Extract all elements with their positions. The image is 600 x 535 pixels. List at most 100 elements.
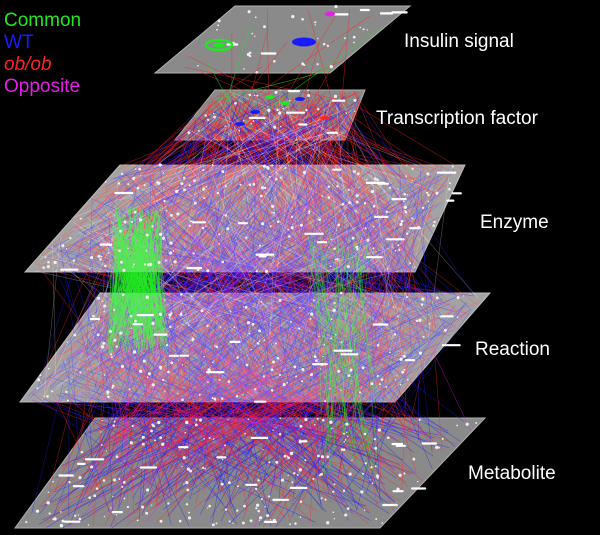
node-tf [331,99,346,102]
node-insulin [217,24,220,27]
node-metabolite [185,481,189,485]
node-reaction [441,344,461,347]
node-tf [287,90,300,93]
edge-enzyme-reaction [317,242,403,307]
edge-enzyme-reaction [204,255,233,385]
edge-enzyme-reaction [152,245,184,396]
node-enzyme [427,193,430,197]
node-tf [273,125,277,129]
node-metabolite [159,519,163,523]
node-enzyme [385,238,388,241]
edge-reaction-metabolite [83,352,317,467]
node-reaction [420,303,424,306]
node-reaction [147,372,152,376]
node-metabolite [118,478,121,480]
node-enzyme [114,191,134,195]
node-reaction [229,340,241,343]
node-enzyme [196,268,200,271]
node-reaction [170,361,174,365]
node-tf [353,98,357,102]
node-metabolite [236,509,239,512]
node-reaction [404,359,416,362]
edge-enzyme-reaction [118,176,270,342]
node-metabolite [347,435,349,438]
edge-enzyme-reaction [345,224,364,341]
edge-tf-enzyme [197,117,313,185]
edge-common [300,245,364,478]
node-reaction [370,382,374,386]
edge-reaction-metabolite [290,381,403,435]
edge-enzyme-reaction [44,237,61,394]
node-insulin [263,25,266,29]
edge-tf-enzyme [302,108,353,177]
node-insulin [379,12,394,15]
node-metabolite [59,511,62,513]
edge-reaction-metabolite [232,386,404,468]
node-enzyme [348,201,351,204]
node-metabolite [299,516,302,518]
edge-enzyme-reaction [317,173,398,298]
edge-reaction-metabolite [96,383,182,486]
edge-tf-enzyme [226,132,296,213]
node-insulin [291,14,295,19]
node-enzyme [245,236,248,239]
edge-insulin-tf [266,12,338,127]
edge-reaction-metabolite [101,331,326,516]
node-reaction [312,363,328,366]
edge-tf-enzyme [185,131,221,271]
edge-enzyme-reaction [172,167,259,325]
node-enzyme [262,164,267,168]
node-reaction [190,295,193,298]
node-reaction [376,343,380,347]
edge-reaction-metabolite [291,294,386,518]
edge-reaction-metabolite [371,323,417,473]
node-enzyme [387,238,405,241]
node-reaction [340,389,342,392]
node-reaction [254,400,267,403]
edge-common [344,245,368,474]
node-enzyme [308,210,311,213]
edge-reaction-metabolite [351,305,456,457]
node-insulin [248,54,252,58]
node-reaction [389,351,391,354]
edge-reaction-metabolite [61,303,450,466]
node-metabolite [47,491,50,494]
node-insulin [301,62,305,66]
legend-common: Common [4,10,82,31]
node-metabolite [78,517,82,521]
edge-enzyme-reaction [190,209,253,308]
edge-tf-enzyme [57,109,209,262]
node-reaction [214,400,216,402]
edge-enzyme-reaction [161,180,238,311]
edge-reaction-metabolite [45,363,274,521]
node-metabolite [391,442,404,446]
node-metabolite [364,462,367,465]
node-metabolite [264,505,266,508]
edge-enzyme-reaction [179,182,397,395]
node-reaction [380,378,384,381]
edge-enzyme-reaction [114,244,405,395]
node-reaction [270,368,274,372]
node-reaction [322,355,324,358]
edge-common [336,246,346,432]
node-enzyme [145,233,149,237]
node-metabolite [278,433,282,436]
node-reaction [272,360,275,364]
node-reaction [111,386,114,389]
node-enzyme [304,232,324,235]
node-insulin-common [204,38,234,52]
node-reaction [97,296,101,300]
node-metabolite [178,519,182,523]
node-metabolite [186,467,191,471]
node-metabolite [369,479,371,481]
edge-enzyme-reaction [173,216,439,373]
edge-tf-enzyme [188,120,308,195]
node-enzyme [157,260,161,265]
node-reaction [191,337,195,341]
node-tf [280,101,290,105]
edge-reaction-metabolite [124,399,369,453]
node-metabolite [435,445,439,450]
node-enzyme [252,182,256,186]
node-reaction [100,345,105,349]
node-metabolite [228,520,231,523]
